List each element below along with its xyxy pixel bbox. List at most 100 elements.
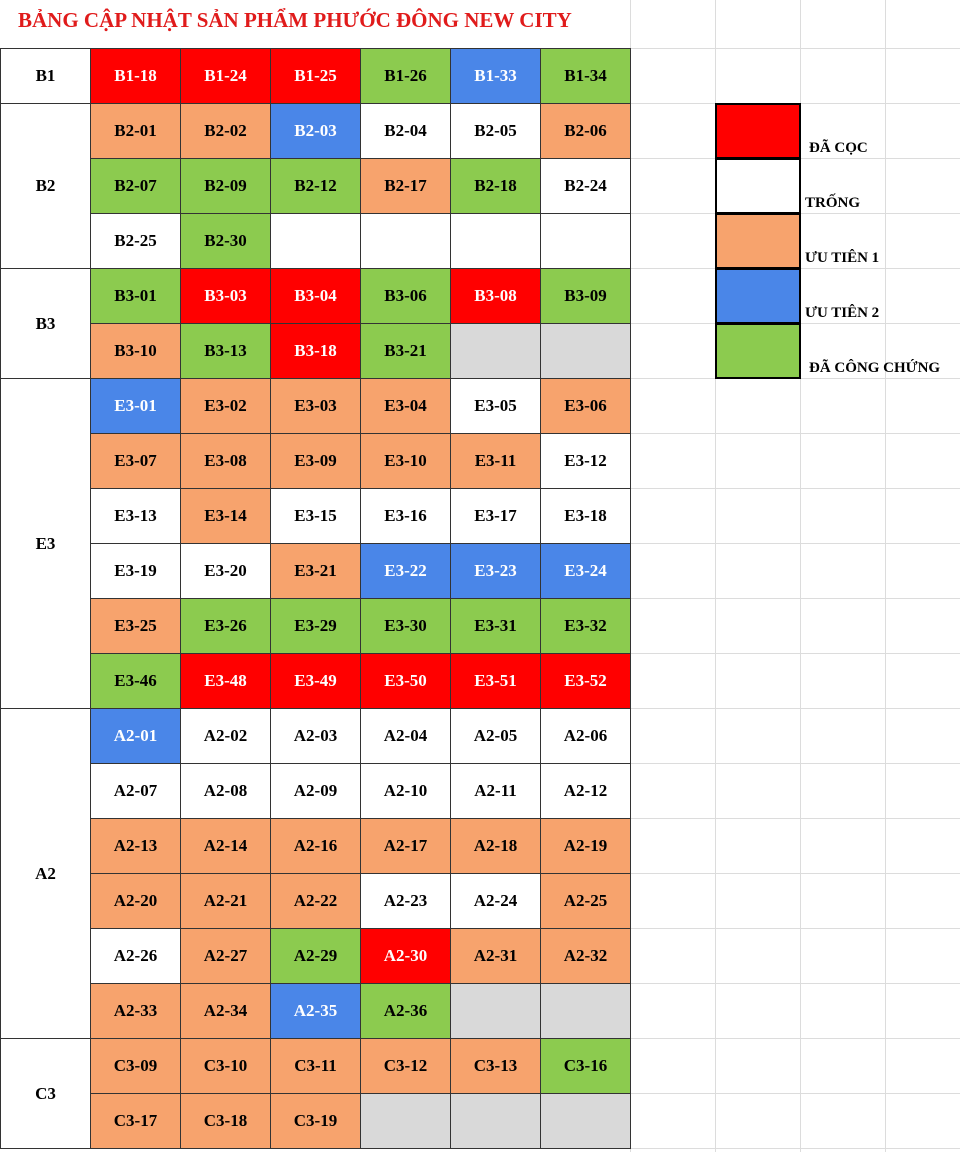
unit-cell: A2-22	[270, 873, 361, 929]
unit-cell	[540, 213, 631, 269]
unit-cell	[360, 1093, 451, 1149]
unit-cell: C3-19	[270, 1093, 361, 1149]
unit-cell: E3-24	[540, 543, 631, 599]
unit-cell: B2-17	[360, 158, 451, 214]
unit-cell: B1-25	[270, 48, 361, 104]
unit-cell: E3-11	[450, 433, 541, 489]
unit-cell: A2-20	[90, 873, 181, 929]
unit-cell: E3-14	[180, 488, 271, 544]
unit-cell: B2-02	[180, 103, 271, 159]
unit-cell: A2-25	[540, 873, 631, 929]
unit-cell: B1-33	[450, 48, 541, 104]
unit-cell: C3-10	[180, 1038, 271, 1094]
unit-cell: B2-07	[90, 158, 181, 214]
unit-cell: E3-20	[180, 543, 271, 599]
unit-cell: E3-48	[180, 653, 271, 709]
unit-cell: E3-49	[270, 653, 361, 709]
unit-cell: B3-08	[450, 268, 541, 324]
unit-cell: E3-26	[180, 598, 271, 654]
unit-cell: A2-26	[90, 928, 181, 984]
unit-cell: E3-04	[360, 378, 451, 434]
legend-label: ƯU TIÊN 2	[805, 305, 880, 321]
unit-cell: E3-08	[180, 433, 271, 489]
unit-cell	[540, 1093, 631, 1149]
unit-cell: A2-01	[90, 708, 181, 764]
unit-cell: A2-31	[450, 928, 541, 984]
unit-cell: A2-14	[180, 818, 271, 874]
unit-cell: A2-27	[180, 928, 271, 984]
unit-cell: A2-34	[180, 983, 271, 1039]
unit-cell: C3-17	[90, 1093, 181, 1149]
unit-cell: B2-25	[90, 213, 181, 269]
unit-cell: A2-05	[450, 708, 541, 764]
unit-cell: A2-30	[360, 928, 451, 984]
unit-cell: E3-52	[540, 653, 631, 709]
unit-cell: B3-10	[90, 323, 181, 379]
unit-cell: A2-21	[180, 873, 271, 929]
unit-cell: B1-24	[180, 48, 271, 104]
unit-cell: B2-04	[360, 103, 451, 159]
unit-cell: B1-34	[540, 48, 631, 104]
unit-cell: B2-30	[180, 213, 271, 269]
unit-cell: A2-07	[90, 763, 181, 819]
legend-label: ĐÃ CÔNG CHỨNG	[809, 360, 941, 376]
legend-swatch	[715, 103, 801, 159]
unit-cell: B2-12	[270, 158, 361, 214]
unit-cell: A2-23	[360, 873, 451, 929]
unit-cell: E3-29	[270, 598, 361, 654]
group-label: B3	[0, 268, 91, 379]
unit-cell: E3-46	[90, 653, 181, 709]
unit-cell: E3-06	[540, 378, 631, 434]
unit-cell: C3-13	[450, 1038, 541, 1094]
unit-cell: A2-35	[270, 983, 361, 1039]
unit-cell: E3-05	[450, 378, 541, 434]
unit-cell: A2-17	[360, 818, 451, 874]
title: BẢNG CẬP NHẬT SẢN PHẨM PHƯỚC ĐÔNG NEW CI…	[18, 8, 572, 32]
unit-cell: E3-16	[360, 488, 451, 544]
unit-cell: E3-12	[540, 433, 631, 489]
unit-cell: E3-19	[90, 543, 181, 599]
unit-cell: C3-09	[90, 1038, 181, 1094]
unit-cell: A2-06	[540, 708, 631, 764]
unit-cell: E3-09	[270, 433, 361, 489]
unit-cell: E3-51	[450, 653, 541, 709]
unit-cell	[270, 213, 361, 269]
group-label: B1	[0, 48, 91, 104]
legend-label: ƯU TIÊN 1	[805, 250, 880, 266]
unit-cell	[450, 1093, 541, 1149]
unit-cell: A2-29	[270, 928, 361, 984]
group-label: A2	[0, 708, 91, 1039]
unit-cell: B2-24	[540, 158, 631, 214]
unit-cell: A2-02	[180, 708, 271, 764]
legend-swatch	[715, 268, 801, 324]
legend-label: ĐÃ CỌC	[809, 140, 868, 156]
unit-cell: A2-18	[450, 818, 541, 874]
unit-cell: B2-01	[90, 103, 181, 159]
unit-cell: E3-10	[360, 433, 451, 489]
unit-cell: A2-13	[90, 818, 181, 874]
unit-cell: C3-16	[540, 1038, 631, 1094]
unit-cell: B2-05	[450, 103, 541, 159]
unit-cell: A2-03	[270, 708, 361, 764]
unit-cell: A2-19	[540, 818, 631, 874]
unit-cell: B2-18	[450, 158, 541, 214]
unit-cell: E3-17	[450, 488, 541, 544]
unit-cell: A2-10	[360, 763, 451, 819]
unit-cell: B3-18	[270, 323, 361, 379]
unit-cell: C3-12	[360, 1038, 451, 1094]
unit-cell: B3-21	[360, 323, 451, 379]
unit-cell: E3-50	[360, 653, 451, 709]
legend-swatch	[715, 213, 801, 269]
unit-cell	[450, 323, 541, 379]
unit-cell: A2-36	[360, 983, 451, 1039]
group-label: C3	[0, 1038, 91, 1149]
group-label: E3	[0, 378, 91, 709]
unit-cell: A2-11	[450, 763, 541, 819]
unit-cell: E3-01	[90, 378, 181, 434]
legend-swatch	[715, 323, 801, 379]
unit-cell: B3-04	[270, 268, 361, 324]
unit-cell: B2-09	[180, 158, 271, 214]
unit-cell: B2-03	[270, 103, 361, 159]
unit-cell: B1-18	[90, 48, 181, 104]
